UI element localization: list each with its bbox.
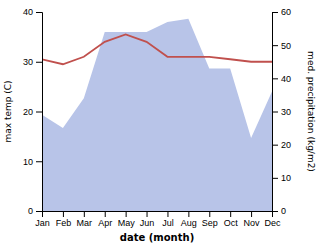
y-axis: 0 10 20 30 40 bbox=[23, 7, 43, 216]
tick-mark bbox=[36, 12, 42, 13]
tick-mark bbox=[272, 78, 278, 79]
tick: 0 bbox=[272, 206, 286, 216]
tick-mark bbox=[272, 112, 278, 113]
tick-label: Feb bbox=[56, 218, 72, 228]
tick-mark bbox=[272, 12, 278, 13]
marks bbox=[42, 19, 272, 211]
tick-label: 0 bbox=[281, 206, 286, 216]
y2-axis-title: med. precipitation (kg/m2) bbox=[306, 51, 316, 172]
tick-label: 40 bbox=[281, 74, 291, 84]
tick-label: Dec bbox=[264, 218, 281, 228]
tick-label: Mar bbox=[77, 218, 93, 228]
tick: 40 bbox=[272, 74, 291, 84]
tick-label: 30 bbox=[23, 57, 33, 67]
tick: Sep bbox=[202, 211, 218, 228]
tick-label: 60 bbox=[281, 7, 291, 17]
tick-mark bbox=[209, 211, 210, 217]
tick-mark bbox=[188, 211, 189, 217]
tick-label: 20 bbox=[23, 107, 33, 117]
tick: 0 bbox=[28, 206, 42, 216]
y-axis-title: max temp (C) bbox=[3, 80, 13, 142]
tick: 50 bbox=[272, 41, 291, 51]
area bbox=[42, 19, 272, 211]
tick: Jan bbox=[35, 211, 50, 228]
tick: Nov bbox=[244, 211, 261, 228]
tick: 20 bbox=[272, 140, 291, 150]
axis-line bbox=[43, 212, 273, 218]
tick: 10 bbox=[23, 157, 42, 167]
tick-mark bbox=[36, 112, 42, 113]
tick-mark bbox=[167, 211, 168, 217]
tick-mark bbox=[36, 161, 42, 162]
tick-label: 20 bbox=[281, 140, 291, 150]
tick-label: 50 bbox=[281, 41, 291, 51]
tick: Feb bbox=[56, 211, 72, 228]
tick-mark bbox=[272, 45, 278, 46]
tick-mark bbox=[272, 145, 278, 146]
tick: Dec bbox=[264, 211, 281, 228]
tick: 30 bbox=[23, 57, 42, 67]
tick-mark bbox=[63, 211, 64, 217]
tick-label: Jun bbox=[140, 218, 155, 228]
tick-mark bbox=[272, 178, 278, 179]
tick: 40 bbox=[23, 7, 42, 17]
tick: Jul bbox=[162, 211, 174, 228]
tick-mark bbox=[36, 211, 42, 212]
tick: Mar bbox=[77, 211, 93, 228]
tick: Apr bbox=[98, 211, 112, 228]
tick-mark bbox=[105, 211, 106, 217]
tick-label: Jan bbox=[35, 218, 50, 228]
tick: Aug bbox=[181, 211, 197, 228]
tick: May bbox=[118, 211, 136, 228]
tick-mark bbox=[126, 211, 127, 217]
tick: 20 bbox=[23, 107, 42, 117]
tick-label: Nov bbox=[244, 218, 261, 228]
tick-label: 40 bbox=[23, 7, 33, 17]
x-axis-title: date (month) bbox=[120, 232, 194, 243]
tick-label: 10 bbox=[23, 157, 33, 167]
tick-label: Apr bbox=[98, 218, 112, 228]
tick-mark bbox=[230, 211, 231, 217]
axis-line bbox=[273, 13, 279, 212]
tick: Oct bbox=[224, 211, 239, 228]
x-axis: Jan Feb Mar Apr May Jun Jul Aug Sep Oct NovDec bbox=[35, 211, 281, 228]
tick-label: 0 bbox=[28, 206, 33, 216]
tick-label: 30 bbox=[281, 107, 291, 117]
line bbox=[42, 34, 272, 64]
tick: Jun bbox=[140, 211, 155, 228]
tick-mark bbox=[147, 211, 148, 217]
tick-mark bbox=[84, 211, 85, 217]
tick-label: Aug bbox=[181, 218, 197, 228]
chart: JanFebMarAprMayJunJulAugSepOctNovDec0102… bbox=[0, 0, 318, 247]
tick-mark bbox=[272, 211, 278, 212]
tick: 30 bbox=[272, 107, 291, 117]
tick: 10 bbox=[272, 173, 291, 183]
tick-label: Sep bbox=[202, 218, 218, 228]
y2-axis: 0 10 20 30 40 50 60 bbox=[272, 7, 291, 216]
tick-label: Oct bbox=[224, 218, 239, 228]
tick-label: May bbox=[118, 218, 136, 228]
plot: JanFebMarAprMayJunJulAugSepOctNovDec0102… bbox=[23, 7, 291, 228]
tick-mark bbox=[36, 62, 42, 63]
tick-label: 10 bbox=[281, 173, 291, 183]
tick-label: Jul bbox=[162, 218, 174, 228]
tick-mark bbox=[251, 211, 252, 217]
axis-line bbox=[36, 13, 43, 212]
tick: 60 bbox=[272, 7, 291, 17]
